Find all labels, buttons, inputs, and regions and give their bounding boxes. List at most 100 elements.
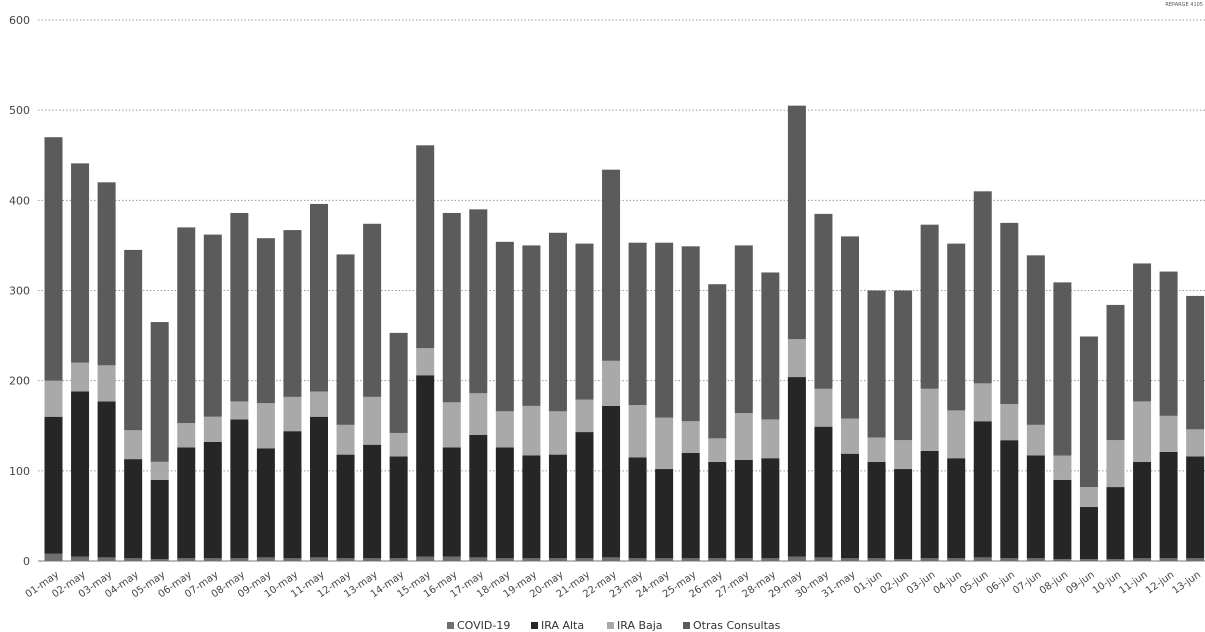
legend-label-otras-consultas: Otras Consultas xyxy=(693,619,781,632)
bar-covid-19-28-may xyxy=(761,558,780,561)
bar-covid-19-12-may xyxy=(336,558,355,561)
bar-ira-baja-05-jun xyxy=(973,383,992,422)
bar-ira-baja-01-may xyxy=(44,380,63,417)
bar-ira-baja-25-may xyxy=(681,421,700,453)
bar-group-12-may xyxy=(336,254,355,561)
bar-group-03-may xyxy=(97,182,116,561)
bar-otras-consultas-08-may xyxy=(230,212,249,402)
bar-ira-alta-31-may xyxy=(841,453,859,559)
bar-ira-baja-06-jun xyxy=(1000,404,1019,441)
bar-ira-baja-02-may xyxy=(71,362,90,392)
x-tick-label-08-jun: 08-jun xyxy=(1038,569,1070,596)
y-tick-label-500: 500 xyxy=(9,104,30,117)
bar-otras-consultas-07-jun xyxy=(1026,255,1045,425)
bar-otras-consultas-17-may xyxy=(469,209,488,394)
bar-covid-19-02-may xyxy=(71,556,90,561)
bar-ira-baja-09-jun xyxy=(1079,487,1098,507)
bar-ira-baja-20-may xyxy=(548,411,567,455)
bar-otras-consultas-24-may xyxy=(655,242,674,418)
bars xyxy=(44,105,1205,561)
bar-group-11-may xyxy=(310,203,328,561)
bar-group-10-may xyxy=(283,230,302,561)
bar-covid-19-02-jun xyxy=(894,559,913,561)
bar-otras-consultas-12-may xyxy=(336,254,355,425)
bar-ira-baja-22-may xyxy=(602,360,621,406)
bar-covid-19-11-may xyxy=(310,557,328,561)
bar-group-22-may xyxy=(602,169,621,561)
bar-ira-baja-07-jun xyxy=(1026,424,1045,456)
bar-covid-19-23-may xyxy=(628,558,647,561)
bar-group-04-jun xyxy=(947,243,966,561)
y-tick-label-0: 0 xyxy=(23,555,30,568)
bar-otras-consultas-22-may xyxy=(602,169,621,361)
bar-covid-19-06-may xyxy=(177,558,196,561)
bar-group-29-may xyxy=(787,105,806,561)
bar-ira-alta-30-may xyxy=(814,426,833,558)
bar-otras-consultas-04-jun xyxy=(947,243,966,411)
bar-otras-consultas-06-may xyxy=(177,227,196,424)
bar-group-01-may xyxy=(44,137,63,561)
bar-otras-consultas-31-may xyxy=(841,236,859,419)
y-axis-ticks: 0 100 200 300 400 500 600 xyxy=(9,14,30,568)
corner-note: REPARGE 4105 xyxy=(1165,2,1203,8)
bar-ira-alta-01-jun xyxy=(867,461,886,559)
x-tick-label-12-jun: 12-jun xyxy=(1144,569,1176,596)
x-tick-label-11-jun: 11-jun xyxy=(1117,569,1149,596)
bar-ira-baja-11-may xyxy=(310,391,328,417)
bar-otras-consultas-23-may xyxy=(628,242,647,406)
bar-covid-19-01-may xyxy=(44,553,63,561)
bar-ira-baja-28-may xyxy=(761,419,780,459)
bar-group-27-may xyxy=(734,245,753,561)
x-tick-label-07-jun: 07-jun xyxy=(1011,569,1043,596)
bar-ira-baja-13-may xyxy=(363,396,382,445)
bar-covid-19-09-jun xyxy=(1079,559,1098,561)
bar-ira-alta-09-may xyxy=(256,448,275,558)
bar-covid-19-27-may xyxy=(734,558,753,561)
bar-covid-19-01-jun xyxy=(867,558,886,561)
bar-otras-consultas-15-may xyxy=(416,145,435,349)
bar-covid-19-03-jun xyxy=(920,558,939,561)
bar-ira-alta-06-may xyxy=(177,447,196,559)
x-axis-tick-labels: 01-may02-may03-may04-may05-may06-may07-m… xyxy=(24,569,1203,600)
bar-ira-baja-18-may xyxy=(495,411,514,448)
bar-ira-baja-06-may xyxy=(177,423,196,448)
bar-group-06-may xyxy=(177,227,196,561)
x-tick-label-04-jun: 04-jun xyxy=(932,569,964,596)
bar-covid-19-15-may xyxy=(416,556,435,561)
bar-ira-alta-04-may xyxy=(124,459,143,559)
bar-covid-19-08-jun xyxy=(1053,559,1072,561)
bar-otras-consultas-20-may xyxy=(548,232,567,412)
bar-otras-consultas-12-jun xyxy=(1159,271,1178,416)
bar-group-25-may xyxy=(681,246,700,561)
bar-group-21-may xyxy=(575,243,594,561)
bar-otras-consultas-27-may xyxy=(734,245,753,414)
bar-ira-baja-10-jun xyxy=(1106,440,1125,488)
x-tick-label-06-jun: 06-jun xyxy=(985,569,1017,596)
bar-otras-consultas-25-may xyxy=(681,246,700,422)
bar-ira-alta-10-jun xyxy=(1106,487,1125,560)
bar-covid-19-17-may xyxy=(469,557,488,561)
bar-otras-consultas-09-may xyxy=(256,238,275,404)
bar-ira-alta-29-may xyxy=(787,377,806,557)
bar-covid-19-12-jun xyxy=(1159,558,1178,561)
bar-covid-19-10-may xyxy=(283,558,302,561)
bar-covid-19-20-may xyxy=(548,558,567,561)
bar-otras-consultas-19-may xyxy=(522,245,541,406)
bar-otras-consultas-02-may xyxy=(71,163,90,363)
bar-ira-baja-08-jun xyxy=(1053,455,1072,480)
legend-swatch-otras-consultas xyxy=(683,622,690,629)
bar-group-31-may xyxy=(841,236,859,561)
bar-group-24-may xyxy=(655,242,674,561)
bar-covid-19-05-may xyxy=(150,559,169,561)
bar-otras-consultas-03-jun xyxy=(920,224,939,389)
bar-ira-alta-05-jun xyxy=(973,421,992,558)
legend-label-ira-baja: IRA Baja xyxy=(617,619,663,632)
x-tick-label-13-jun: 13-jun xyxy=(1171,569,1203,596)
bar-ira-alta-04-jun xyxy=(947,458,966,559)
bar-otras-consultas-07-may xyxy=(203,234,222,417)
bar-group-08-may xyxy=(230,212,249,561)
bar-ira-baja-08-may xyxy=(230,401,249,420)
x-tick-label-02-jun: 02-jun xyxy=(878,569,910,596)
bar-covid-19-07-may xyxy=(203,558,222,561)
bar-ira-baja-31-may xyxy=(841,418,859,454)
